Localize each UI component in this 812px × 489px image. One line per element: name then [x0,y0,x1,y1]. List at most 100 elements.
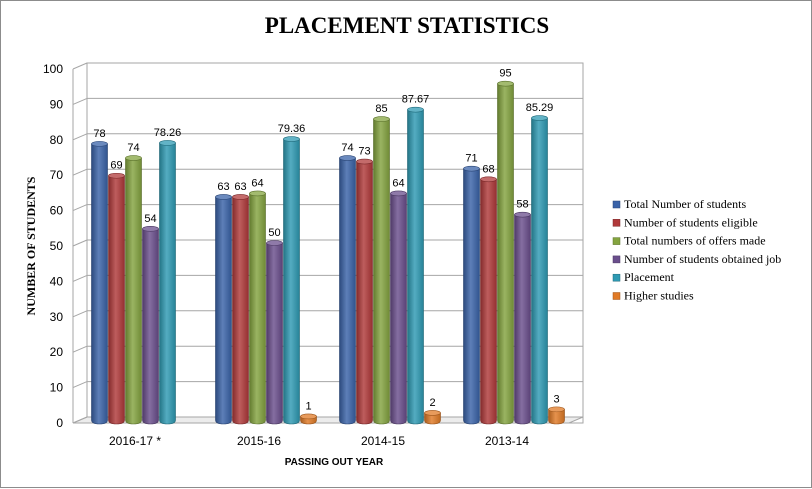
bar [142,226,159,425]
legend: Total Number of students Number of studen… [612,197,781,303]
y-axis-title: NUMBER OF STUDENTS [24,176,38,315]
grid-diagonal [72,381,88,389]
data-label: 3 [553,393,559,405]
grid-diagonal [72,310,88,318]
data-label: 78.26 [154,127,182,139]
data-label: 78 [93,128,105,140]
bar [91,141,108,425]
data-label: 54 [144,213,156,225]
legend-swatch [612,237,621,245]
grid-diagonal [72,168,88,176]
y-tick-label: 30 [50,310,64,324]
legend-item: Number of students obtained job [612,252,781,266]
data-label: 95 [499,68,511,80]
y-tick-label: 50 [50,239,64,253]
y-tick-label: 20 [50,345,64,359]
x-tick-label: 2015-16 [237,434,281,448]
bar [108,172,125,425]
grid-diagonal [72,274,88,282]
legend-swatch [612,292,621,300]
data-label: 2 [429,397,435,409]
legend-swatch [612,255,621,264]
y-tick-label: 80 [50,133,64,147]
y-tick-label: 10 [50,381,64,395]
legend-swatch [612,200,621,209]
bar [283,136,300,425]
legend-item: Placement [612,270,675,284]
legend-label: Number of students obtained job [624,252,781,266]
data-label: 1 [305,400,311,412]
data-label: 71 [465,153,477,165]
legend-label: Total Number of students [624,197,746,211]
bar [300,413,317,425]
data-labels: 78 69 74 54 78.26 63 63 64 50 79.36 1 74 73 85 64 87.67… [93,68,559,413]
bar [249,190,266,425]
x-tick-label: 2016-17 * [109,434,161,448]
data-label: 64 [251,177,263,189]
data-label: 50 [268,227,280,239]
bar [266,240,283,425]
bar [373,116,390,425]
y-tick-label: 100 [43,62,63,76]
data-label: 69 [110,160,122,172]
grid-diagonal [72,97,88,105]
x-tick-label: 2014-15 [361,434,405,448]
bar [548,406,565,425]
data-label: 74 [341,142,353,154]
data-label: 85 [375,103,387,115]
grid-diagonal [72,204,88,212]
legend-item: Total numbers of offers made [612,234,766,248]
bar [531,115,548,425]
data-label: 85.29 [526,102,554,114]
y-tick-label: 60 [50,204,64,218]
bar [125,155,142,425]
grid-diagonal [72,62,88,70]
bar [390,190,407,425]
y-tick-label: 90 [50,97,64,111]
bar [215,194,232,425]
grid-diagonal [72,133,88,141]
y-tick-label: 0 [56,416,63,430]
chart-title: PLACEMENT STATISTICS [265,13,549,38]
legend-label: Number of students eligible [624,215,758,229]
legend-swatch [612,219,621,227]
legend-label: Total numbers of offers made [624,234,766,248]
grid-diagonal [72,416,88,424]
x-tick-labels: 2016-17 * 2015-16 2014-15 2013-14 [109,434,529,448]
legend-label: Placement [624,270,675,284]
bar [480,176,497,425]
bar [514,211,531,425]
y-tick-label: 70 [50,168,64,182]
bars [91,80,565,425]
data-label: 68 [482,163,494,175]
bar [232,194,249,425]
bar [463,165,480,425]
data-label: 79.36 [278,123,306,135]
bar [407,106,424,425]
bar [159,140,176,425]
x-tick-label: 2013-14 [485,434,529,448]
data-label: 63 [217,181,229,193]
bar [424,410,441,425]
data-label: 74 [127,142,139,154]
grid-diagonal [72,345,88,353]
y-tick-label: 40 [50,274,64,288]
data-label: 58 [516,199,528,211]
bar [339,155,356,425]
x-axis-title: PASSING OUT YEAR [285,457,384,468]
legend-label: Higher studies [624,289,694,303]
bar [356,158,373,425]
bar [497,80,514,425]
legend-item: Number of students eligible [612,215,758,229]
legend-swatch [612,273,621,282]
legend-item: Total Number of students [612,197,746,211]
grid-diagonal [72,239,88,247]
data-label: 64 [392,177,404,189]
data-label: 87.67 [402,94,430,106]
data-label: 73 [358,146,370,158]
y-tick-labels: 0 10 20 30 40 50 60 70 80 90 100 [43,62,63,430]
data-label: 63 [234,181,246,193]
legend-item: Higher studies [612,289,694,303]
